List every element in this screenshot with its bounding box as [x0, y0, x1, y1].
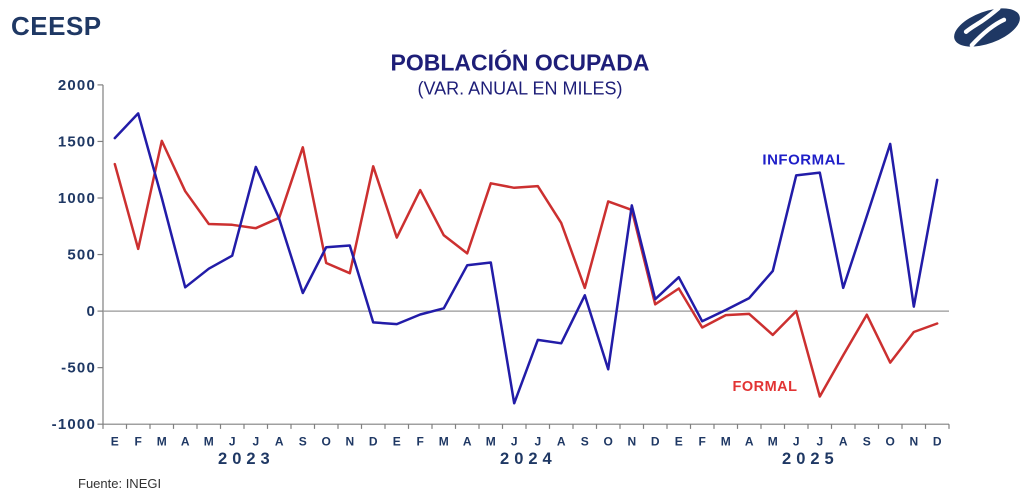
svg-text:J: J	[229, 435, 236, 449]
svg-text:-500: -500	[61, 360, 96, 377]
svg-text:J: J	[252, 435, 259, 449]
svg-text:FORMAL: FORMAL	[732, 379, 797, 395]
svg-text:0: 0	[86, 303, 96, 320]
svg-text:F: F	[417, 435, 424, 449]
svg-text:S: S	[581, 435, 589, 449]
svg-text:N: N	[627, 435, 636, 449]
svg-text:O: O	[604, 435, 613, 449]
svg-text:E: E	[393, 435, 401, 449]
svg-text:POBLACIÓN OCUPADA: POBLACIÓN OCUPADA	[391, 49, 650, 76]
svg-text:D: D	[933, 435, 942, 449]
svg-text:M: M	[768, 435, 778, 449]
svg-text:D: D	[651, 435, 660, 449]
svg-text:E: E	[675, 435, 683, 449]
svg-text:D: D	[369, 435, 378, 449]
svg-text:J: J	[511, 435, 518, 449]
svg-text:A: A	[839, 435, 848, 449]
svg-text:M: M	[439, 435, 449, 449]
svg-text:N: N	[345, 435, 354, 449]
svg-text:A: A	[557, 435, 566, 449]
svg-text:2023: 2023	[218, 450, 275, 468]
svg-text:A: A	[275, 435, 284, 449]
svg-text:2025: 2025	[782, 450, 839, 468]
svg-text:F: F	[699, 435, 706, 449]
svg-text:2024: 2024	[500, 450, 557, 468]
svg-text:M: M	[721, 435, 731, 449]
svg-text:J: J	[793, 435, 800, 449]
svg-text:F: F	[135, 435, 142, 449]
svg-text:J: J	[534, 435, 541, 449]
svg-text:M: M	[486, 435, 496, 449]
svg-text:-1000: -1000	[52, 416, 96, 433]
svg-text:S: S	[299, 435, 307, 449]
svg-text:O: O	[886, 435, 895, 449]
svg-text:(VAR. ANUAL EN MILES): (VAR. ANUAL EN MILES)	[417, 79, 622, 99]
svg-text:N: N	[909, 435, 918, 449]
svg-text:E: E	[111, 435, 119, 449]
svg-text:INFORMAL: INFORMAL	[762, 152, 845, 169]
svg-text:500: 500	[67, 247, 96, 264]
svg-text:Fuente: INEGI: Fuente: INEGI	[78, 476, 161, 491]
svg-text:J: J	[816, 435, 823, 449]
svg-text:2000: 2000	[58, 77, 96, 94]
svg-text:CEESP: CEESP	[11, 11, 102, 41]
svg-text:1000: 1000	[58, 190, 96, 207]
svg-text:M: M	[157, 435, 167, 449]
svg-text:A: A	[181, 435, 190, 449]
svg-text:M: M	[204, 435, 214, 449]
svg-text:O: O	[322, 435, 331, 449]
svg-text:A: A	[745, 435, 754, 449]
svg-text:A: A	[463, 435, 472, 449]
svg-text:S: S	[863, 435, 871, 449]
svg-text:1500: 1500	[58, 134, 96, 151]
